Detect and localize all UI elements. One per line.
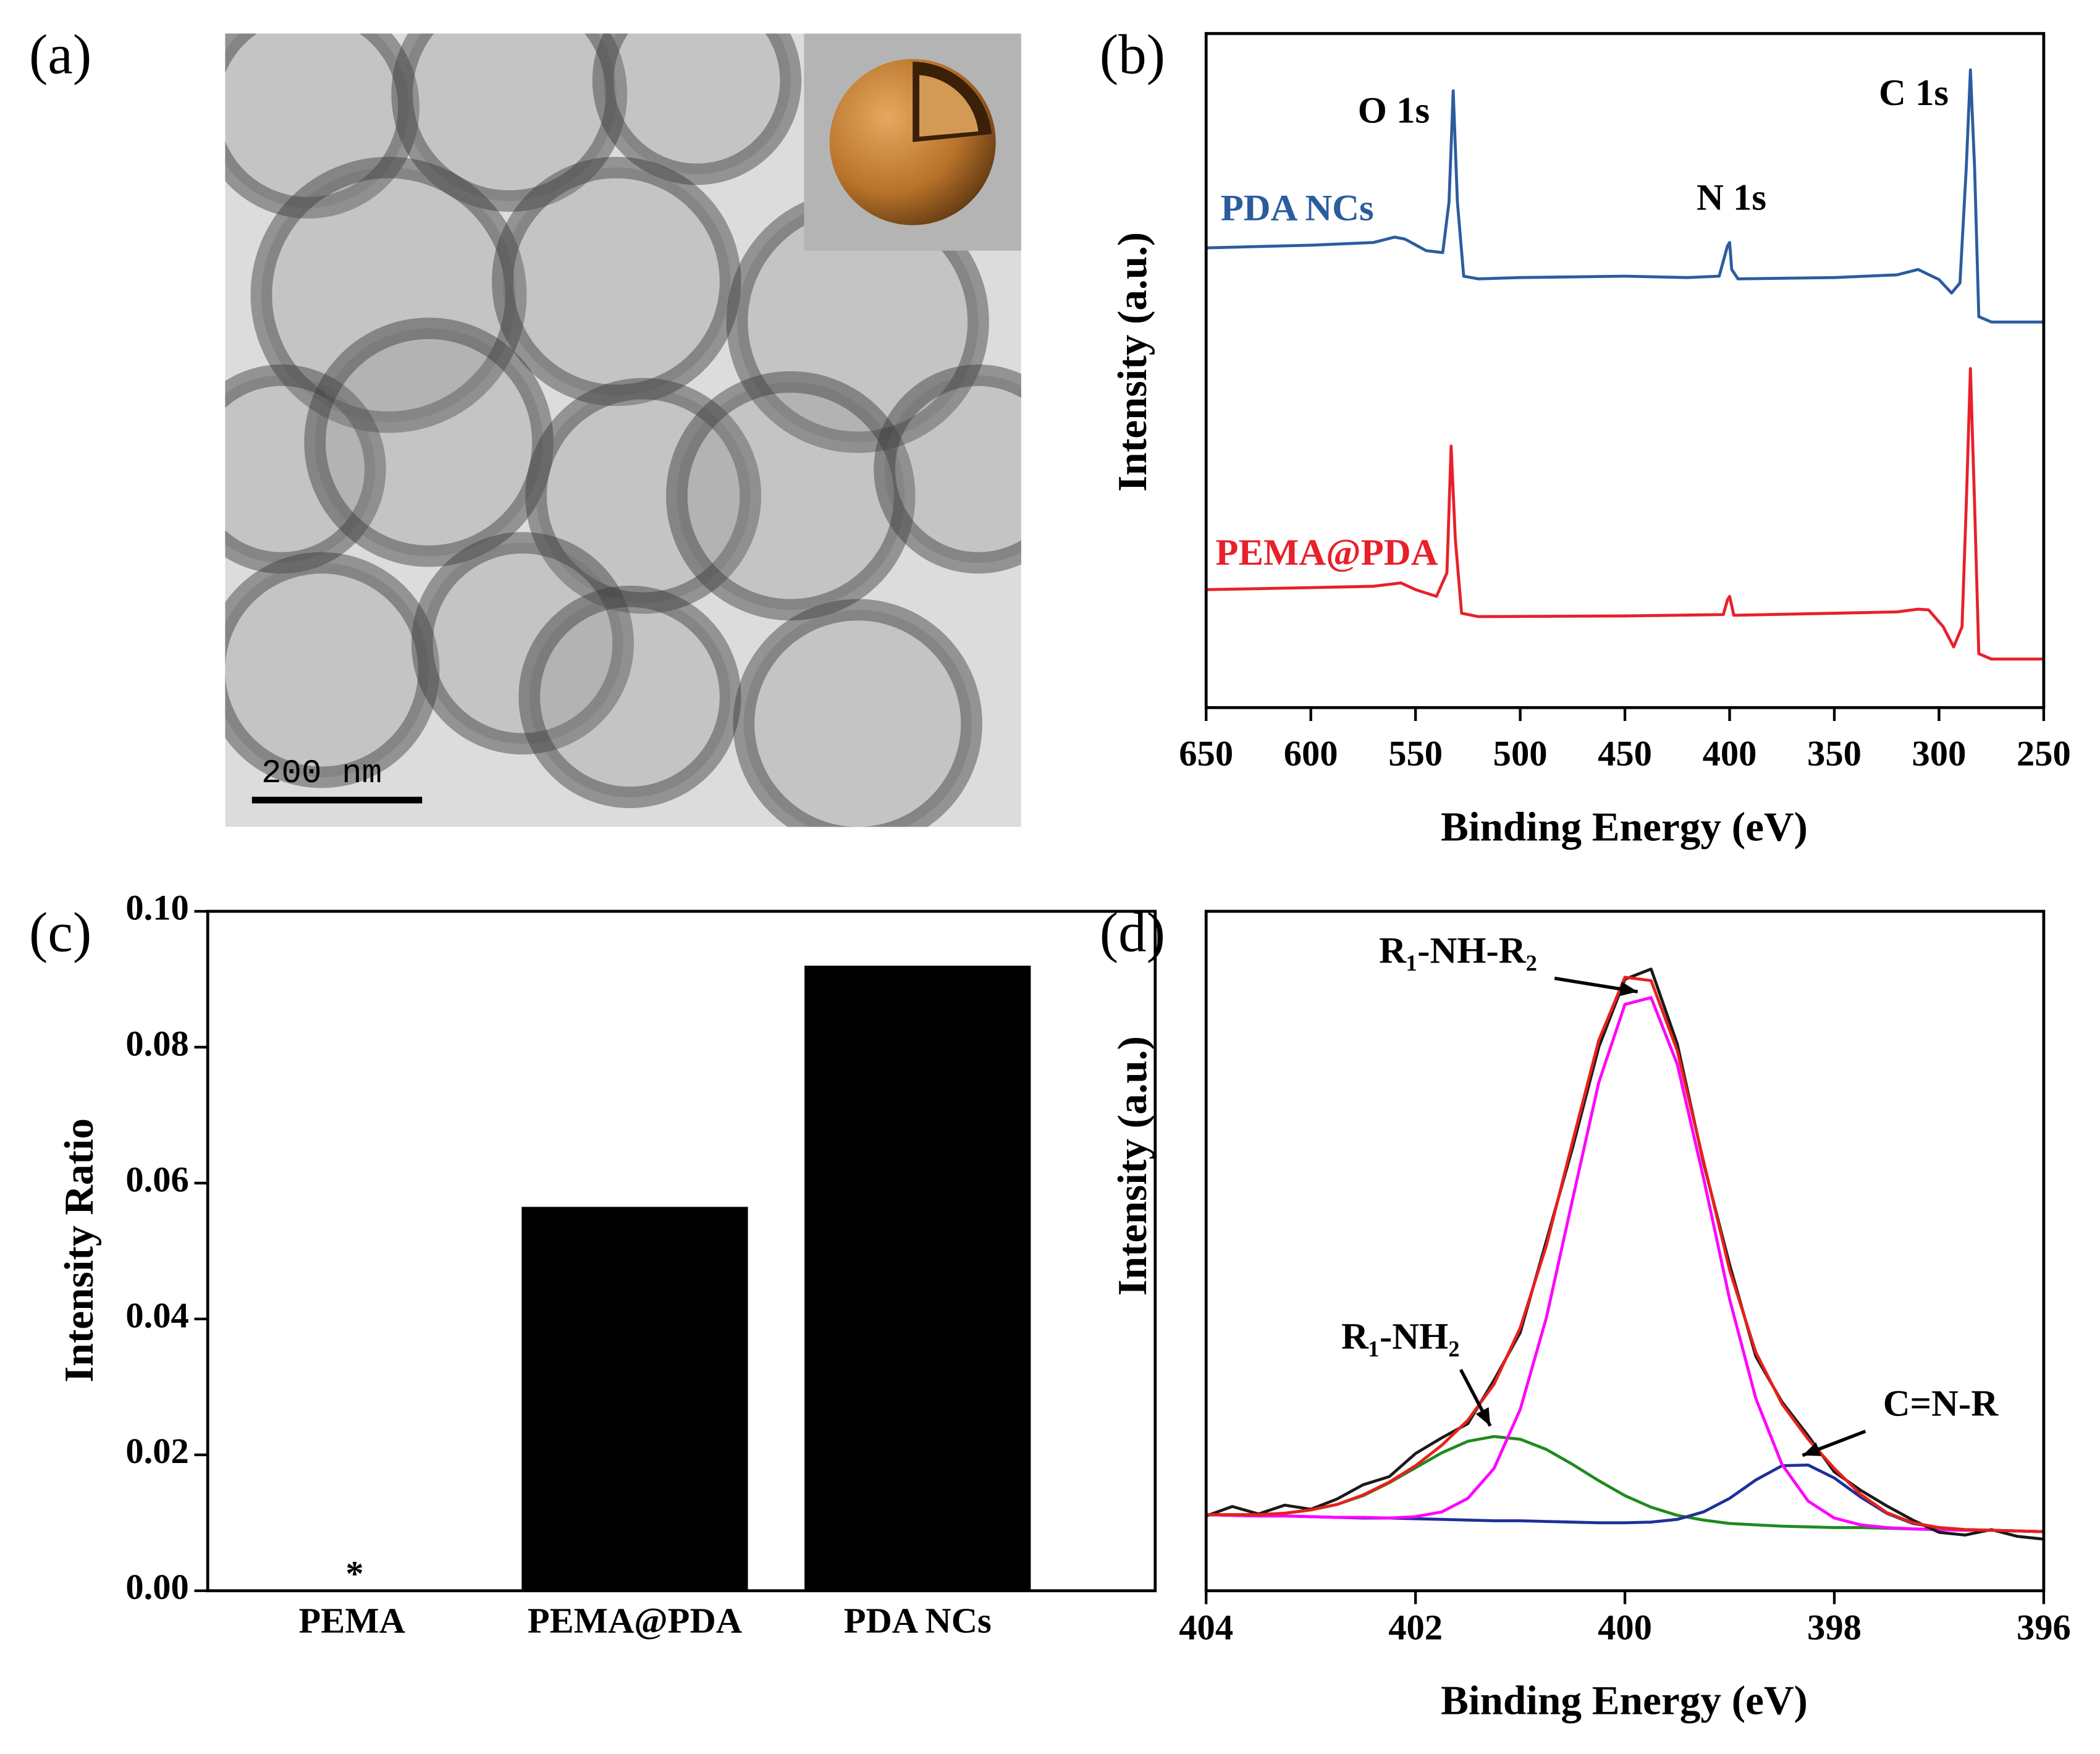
x-tick-label: 650 — [1179, 733, 1233, 774]
particle — [391, 33, 628, 212]
y-axis-title: Intensity Ratio — [56, 1118, 102, 1383]
chart: (b) Intensity (a.u.) Binding Energy (eV) 65… — [1100, 23, 2071, 850]
x-tick-label: PEMA — [299, 1600, 405, 1640]
series-line — [1206, 976, 2044, 1533]
series-line — [1206, 367, 2044, 661]
particle — [225, 33, 420, 219]
x-tick-label: 350 — [1807, 733, 1862, 774]
x-tick-label: 400 — [1703, 733, 1757, 774]
particle — [304, 318, 554, 567]
particle — [492, 156, 741, 407]
series-line — [1205, 968, 2044, 1541]
tem-particles — [225, 33, 1021, 827]
y-tick-label: 0.08 — [125, 1023, 188, 1063]
y-tick-label: 0.02 — [125, 1431, 188, 1471]
panel-label: (c) — [29, 901, 91, 963]
x-tick-label: 398 — [1807, 1607, 1862, 1647]
chart: (c) Intensity Ratio 0.00 0.02 0.04 0.06 0.08 0.… — [29, 887, 1157, 1640]
annotation: N 1s — [1697, 177, 1766, 218]
particle — [525, 377, 762, 614]
annotation: O 1s — [1358, 90, 1430, 131]
arrow-head — [1802, 1442, 1821, 1456]
x-tick-label: 500 — [1493, 733, 1548, 774]
bar — [804, 966, 1031, 1591]
series-label: PEMA@PDA — [1215, 532, 1438, 573]
particle — [733, 599, 982, 827]
particle — [225, 365, 386, 574]
particle — [411, 532, 634, 755]
panel-label: (b) — [1100, 23, 1165, 86]
particle — [250, 156, 527, 433]
x-axis-title: Binding Energy (eV) — [1441, 1677, 1808, 1724]
particle — [592, 33, 802, 185]
arrow-head — [1619, 982, 1638, 997]
inset-cut-inner — [919, 75, 979, 137]
scale-bar-label: 200 nm — [261, 755, 382, 793]
x-tick-label: 404 — [1179, 1607, 1233, 1647]
panel-label: (a) — [29, 23, 91, 86]
y-tick-label: 0.10 — [125, 887, 188, 927]
y-tick-label: 0.00 — [125, 1567, 188, 1607]
series-label: PDA NCs — [1221, 188, 1374, 229]
x-tick-label: 600 — [1284, 733, 1338, 774]
x-tick-label: 250 — [2017, 733, 2071, 774]
y-tick-label: 0.04 — [125, 1295, 188, 1335]
annotation: C 1s — [1879, 72, 1949, 114]
annotation: R₁-NH₂ — [1341, 1316, 1460, 1357]
y-axis-title: Intensity (a.u.) — [1109, 1036, 1155, 1296]
y-axis-title: Intensity (a.u.) — [1109, 232, 1155, 492]
x-tick-label: PEMA@PDA — [528, 1600, 742, 1640]
x-tick-label: 300 — [1912, 733, 1967, 774]
tem-image: 200 nm — [225, 33, 1021, 827]
plot-frame — [1204, 909, 2046, 1593]
panel-label: (d) — [1100, 901, 1165, 963]
series-line — [1206, 996, 2044, 1533]
y-tick-label: 0.06 — [125, 1159, 188, 1199]
plot-frame — [206, 909, 1157, 1593]
particle — [225, 552, 440, 788]
plot-frame — [1204, 32, 2046, 709]
particle — [874, 365, 1021, 574]
x-tick-label: 550 — [1388, 733, 1443, 774]
x-tick-label: 450 — [1598, 733, 1652, 774]
x-tick-label: 396 — [2017, 1607, 2071, 1647]
x-axis-title: Binding Energy (eV) — [1441, 803, 1808, 850]
annotation: C=N-R — [1883, 1383, 1999, 1425]
chart: (d) Intensity (a.u.) Binding Energy (eV) 40… — [1100, 901, 2071, 1723]
particle — [666, 371, 916, 621]
bar-annotation: * — [345, 1554, 363, 1594]
x-tick-label: PDA NCs — [844, 1600, 992, 1640]
annotation: R₁-NH-R₂ — [1379, 930, 1537, 971]
x-tick-label: 402 — [1388, 1607, 1443, 1647]
particle — [518, 585, 741, 809]
bar — [521, 1207, 748, 1591]
arrow-head — [1475, 1407, 1491, 1426]
x-tick-label: 400 — [1598, 1607, 1652, 1647]
series-line — [1206, 68, 2044, 324]
